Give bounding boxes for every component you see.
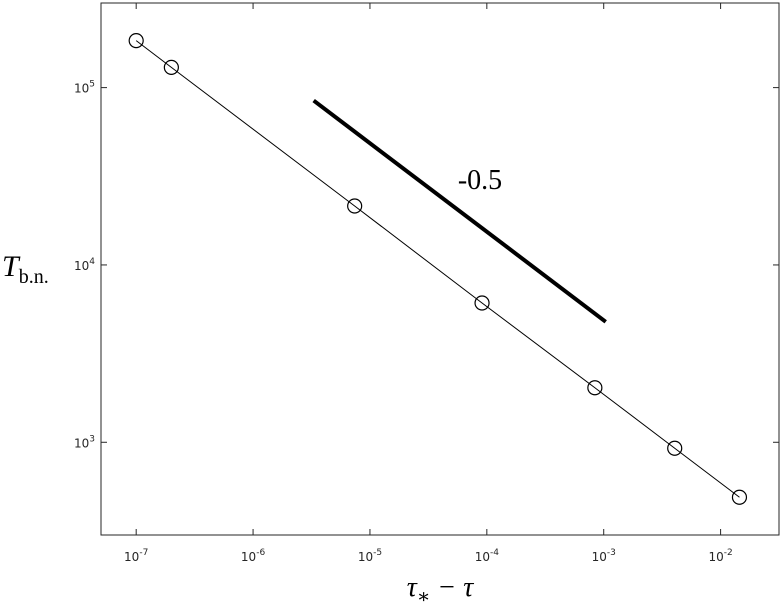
y-label-main: T (2, 250, 21, 283)
tick-label: 10-6 (241, 548, 266, 564)
tick-base: 10 (708, 550, 723, 564)
tick-label: 10-3 (592, 548, 616, 564)
tick-exponent: 3 (89, 434, 95, 444)
tick-base: 10 (241, 550, 256, 564)
tick-exponent: -2 (724, 548, 733, 558)
data-point (587, 380, 603, 396)
y-label-sub: b.n. (19, 266, 49, 288)
tick-label: 105 (74, 80, 95, 96)
tick-base: 10 (124, 550, 139, 564)
tick-label: 10-4 (475, 548, 500, 564)
tick-base: 10 (592, 550, 607, 564)
plot-area (100, 2, 780, 536)
tick-exponent: -7 (139, 548, 148, 558)
x-label-rest: − τ (430, 572, 474, 603)
slope-line (312, 98, 607, 324)
data-point (667, 440, 683, 456)
tick-exponent: 5 (89, 80, 95, 90)
data-point (731, 489, 748, 505)
tick-base: 10 (74, 82, 89, 96)
tick-exponent: -6 (256, 548, 265, 558)
tick-base: 10 (358, 550, 373, 564)
x-axis-label: τ∗ − τ (407, 572, 475, 606)
tick-base: 10 (475, 550, 490, 564)
tick-exponent: -5 (373, 548, 382, 558)
series-line (135, 40, 740, 498)
tick-label: 104 (74, 257, 95, 273)
tick-label: 103 (74, 434, 95, 450)
tick-exponent: -3 (607, 548, 616, 558)
data-point (128, 33, 144, 49)
y-axis-label: Tb.n. (2, 250, 49, 288)
tick-exponent: 4 (89, 257, 95, 267)
x-label-sub: ∗ (417, 586, 431, 606)
annotation: -0.5 (458, 165, 502, 196)
x-label-main: τ (407, 572, 418, 603)
tick-label: 10-2 (708, 548, 732, 564)
data-point (474, 295, 490, 311)
tick-base: 10 (74, 259, 89, 273)
tick-label: 10-5 (358, 548, 382, 564)
data-point (163, 59, 179, 76)
tick-label: 10-7 (124, 548, 148, 564)
tick-exponent: -4 (490, 548, 499, 558)
data-point (347, 198, 363, 214)
tick-base: 10 (74, 436, 89, 450)
